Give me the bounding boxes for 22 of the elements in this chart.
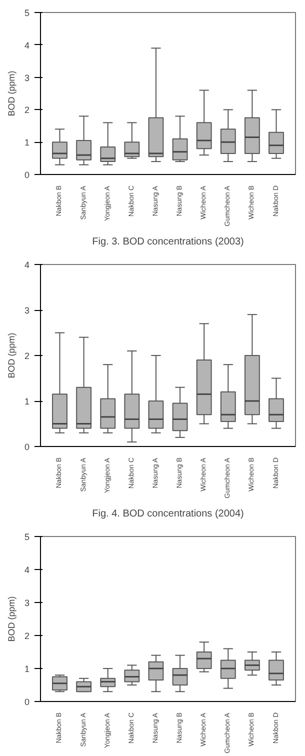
y-tick-label: 4 <box>24 565 30 575</box>
y-tick-label: 2 <box>24 631 30 641</box>
y-tick-label: 3 <box>24 306 30 316</box>
y-tick-label: 3 <box>24 72 30 83</box>
y-axis-title: BOD (ppm) <box>6 332 16 378</box>
y-tick-label: 0 <box>24 697 30 707</box>
y-tick-label: 5 <box>24 8 30 18</box>
y-tick-label: 4 <box>24 260 30 270</box>
caption: Fig. 4. BOD concentrations (2004) <box>92 508 244 520</box>
y-tick-label: 1 <box>24 664 30 674</box>
y-axis-title: BOD (ppm) <box>6 596 16 642</box>
y-tick-label: 2 <box>24 105 30 116</box>
y-tick-label: 1 <box>24 138 30 148</box>
y-tick-label: 4 <box>24 40 30 50</box>
y-tick-label: 3 <box>24 598 30 608</box>
y-axis-title: BOD (ppm) <box>6 70 16 116</box>
y-tick-label: 0 <box>24 170 30 180</box>
y-tick-label: 5 <box>24 532 30 542</box>
y-tick-label: 2 <box>24 351 30 361</box>
y-tick-label: 1 <box>24 396 30 406</box>
y-tick-label: 0 <box>24 442 30 452</box>
caption: Fig. 3. BOD concentrations (2003) <box>92 236 244 248</box>
